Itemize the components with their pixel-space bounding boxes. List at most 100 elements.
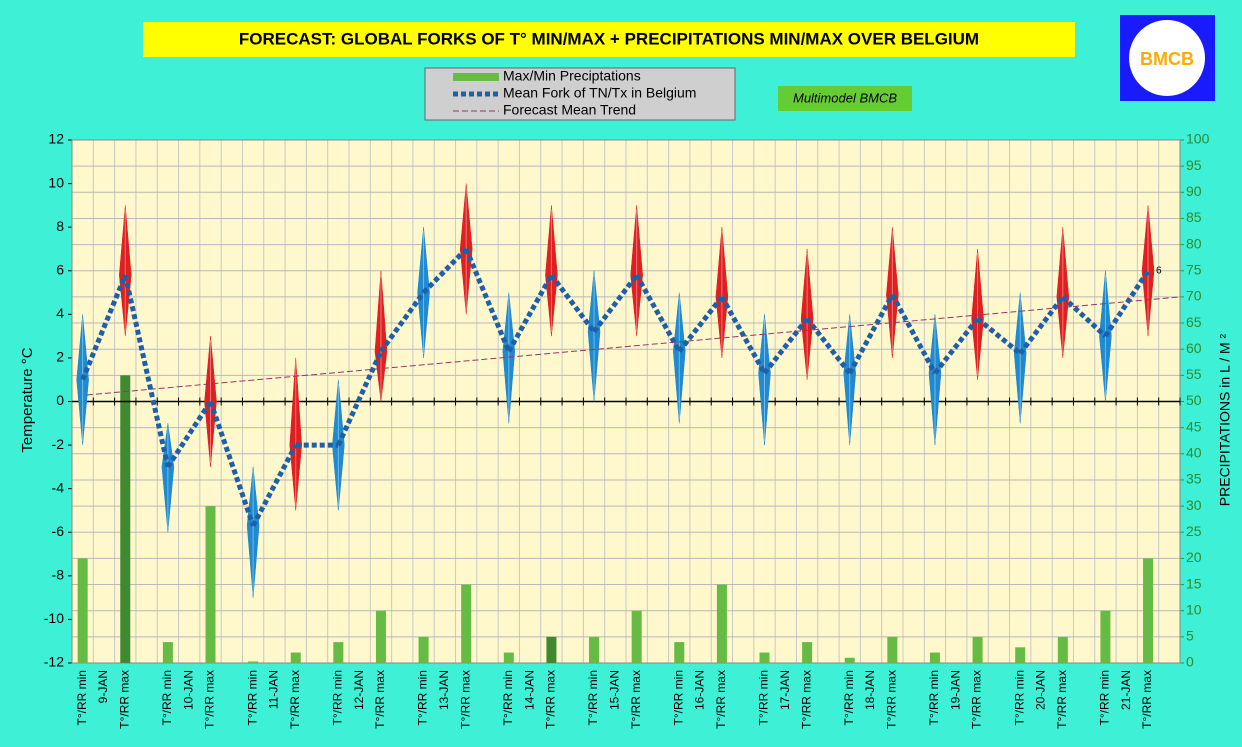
data-label: 6: [1156, 265, 1162, 276]
x-tick-label: 11-JAN: [267, 670, 281, 709]
y-tick-label: 0: [56, 392, 64, 408]
x-tick-label: 9-JAN: [96, 670, 110, 703]
fork: [587, 270, 601, 402]
line-segment: [1018, 295, 1065, 356]
y-tick-label: -12: [44, 654, 64, 670]
x-tick-label: T°/RR min: [586, 670, 600, 725]
line-segment: [975, 316, 1022, 356]
y-tick-label: 6: [56, 261, 64, 277]
fork: [246, 466, 260, 598]
fork: [502, 292, 516, 424]
bar: [120, 375, 131, 663]
bar: [759, 652, 770, 663]
y-tick-label: 12: [48, 131, 64, 147]
line-segment: [677, 295, 724, 353]
fork: [1013, 292, 1027, 424]
x-tick-label: T°/RR min: [160, 670, 174, 725]
line-segment: [592, 273, 639, 334]
x-tick-label: T°/RR max: [629, 670, 643, 729]
badge-box: [778, 86, 912, 111]
y-tick-label: -10: [44, 610, 64, 626]
y2-tick-label: 40: [1186, 445, 1202, 461]
logo-circle: [1129, 20, 1205, 96]
fork: [1141, 205, 1155, 337]
y2-tick-label: 10: [1186, 601, 1202, 617]
x-tick-label: T°/RR max: [970, 670, 984, 729]
legend-swatch: [453, 73, 499, 81]
bar: [375, 610, 386, 663]
fork: [1056, 227, 1070, 358]
fork: [630, 205, 643, 337]
x-tick-label: T°/RR max: [117, 670, 131, 729]
x-tick-label: 21-JAN: [1119, 670, 1133, 710]
y-tick-label: 2: [56, 349, 64, 365]
y2-tick-label: 50: [1186, 392, 1202, 408]
bar: [418, 636, 429, 663]
bar: [802, 642, 813, 663]
y2-tick-label: 75: [1186, 261, 1202, 277]
fork: [843, 314, 856, 446]
line-segment: [208, 400, 256, 527]
bar: [162, 642, 173, 663]
x-tick-label: T°/RR min: [927, 670, 941, 725]
legend-label: Forecast Mean Trend: [503, 102, 636, 118]
y-tick-label: -8: [52, 567, 65, 583]
bar: [546, 636, 557, 663]
y2-tick-label: 30: [1186, 497, 1202, 513]
y-tick-label: 8: [56, 218, 64, 234]
x-tick-label: T°/RR max: [373, 670, 387, 729]
line-segment: [80, 274, 128, 381]
fork: [758, 314, 771, 446]
fork: [886, 227, 899, 358]
bar: [631, 610, 642, 663]
y2-tick-label: 100: [1186, 131, 1210, 147]
y2-tick-label: 35: [1186, 471, 1202, 487]
y2-tick-label: 65: [1186, 314, 1202, 330]
x-tick-label: T°/RR max: [714, 670, 728, 729]
x-tick-label: T°/RR min: [75, 670, 89, 725]
x-tick-label: 17-JAN: [778, 670, 792, 710]
x-tick-label: T°/RR max: [458, 670, 472, 729]
x-tick-label: T°/RR min: [671, 670, 685, 725]
x-tick-label: T°/RR min: [501, 670, 515, 725]
bar: [77, 558, 88, 663]
x-tick-label: 13-JAN: [437, 670, 451, 710]
line-segment: [719, 295, 767, 375]
line-segment: [549, 273, 597, 334]
y2-tick-label: 70: [1186, 288, 1202, 304]
bar: [290, 652, 301, 663]
x-tick-label: T°/RR max: [288, 670, 302, 729]
x-tick-label: T°/RR min: [757, 670, 771, 725]
x-tick-label: 19-JAN: [948, 670, 962, 710]
line-segment: [805, 317, 852, 375]
x-tick-label: 10-JAN: [181, 670, 195, 710]
line-segment: [634, 273, 682, 353]
y-axis-title: Temperature °C: [19, 347, 36, 452]
x-tick-label: T°/RR max: [1055, 670, 1069, 729]
bar: [333, 642, 344, 663]
x-tick-label: 14-JAN: [522, 670, 536, 710]
y2-tick-label: 60: [1186, 340, 1202, 356]
y-tick-label: 4: [56, 305, 64, 321]
x-tick-label: T°/RR min: [842, 670, 856, 725]
x-tick-label: 20-JAN: [1034, 670, 1048, 710]
bar: [674, 642, 685, 663]
bar: [716, 584, 727, 663]
y2-tick-label: 55: [1186, 366, 1202, 382]
logo-text: BMCB: [1140, 49, 1194, 69]
chart-title: FORECAST: GLOBAL FORKS OF T° MIN/MAX + P…: [239, 29, 979, 48]
x-tick-label: T°/RR min: [1098, 670, 1112, 725]
x-tick-label: T°/RR max: [799, 670, 813, 729]
y2-axis-title: PRECIPITATIONS in L / M ²: [1217, 333, 1233, 506]
fork: [673, 292, 686, 424]
line-segment: [165, 400, 213, 469]
y2-tick-label: 80: [1186, 235, 1202, 251]
bar: [844, 657, 855, 663]
x-tick-label: T°/RR max: [1140, 670, 1154, 729]
trend-line: [86, 296, 1181, 396]
legend-label: Max/Min Preciptations: [503, 68, 641, 84]
y2-tick-label: 45: [1186, 418, 1202, 434]
line-segment: [1061, 295, 1108, 338]
x-tick-label: T°/RR min: [331, 670, 345, 725]
